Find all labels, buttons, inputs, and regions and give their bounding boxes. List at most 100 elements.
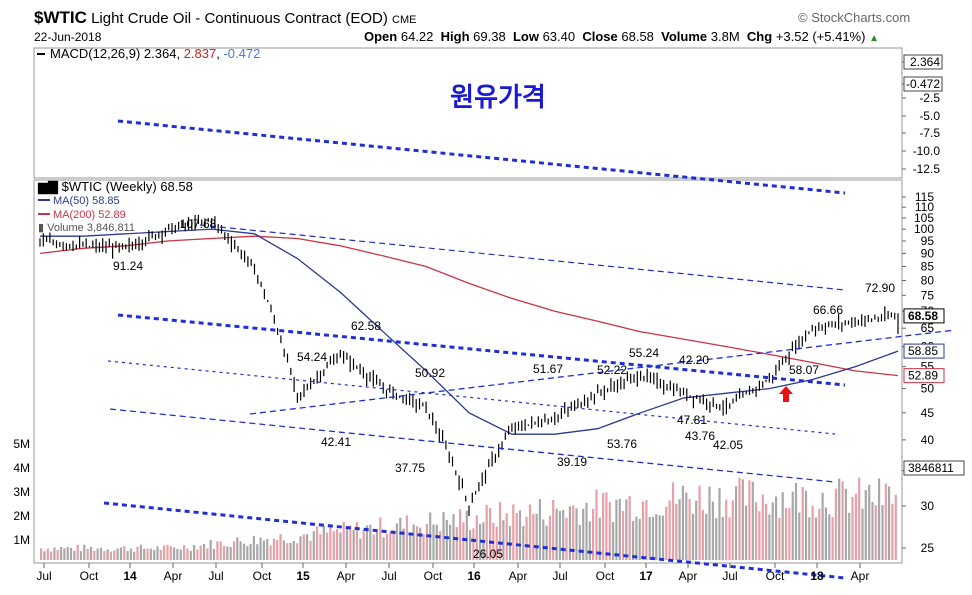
volume-bar (193, 545, 196, 560)
volume-bar (292, 541, 295, 560)
volume-bar (735, 486, 738, 560)
volume-bar (821, 492, 824, 560)
volume-bar (665, 506, 668, 560)
volume-bar (801, 487, 804, 560)
volume-bar (382, 537, 385, 560)
price-value-tag (903, 460, 965, 476)
volume-bar (53, 547, 56, 560)
price-annotation: 53.76 (607, 437, 637, 451)
volume-bar (69, 547, 73, 560)
volume-bar (758, 511, 761, 560)
volume-bar (266, 538, 269, 560)
volume-bar (701, 509, 704, 560)
volume-bar (532, 513, 535, 560)
volume-bar (156, 546, 159, 560)
trend-line (117, 313, 846, 387)
volume-bar (548, 515, 551, 560)
volume-bar (83, 544, 86, 560)
volume-bar (179, 549, 182, 560)
volume-bar (89, 546, 93, 560)
volume-bar (296, 543, 299, 560)
volume-bar (392, 530, 395, 560)
volume-bar (648, 517, 651, 560)
volume-bar (159, 550, 162, 560)
high-label: High (440, 29, 470, 44)
volume-bar (50, 551, 53, 560)
price-annotation: 66.66 (813, 303, 843, 317)
volume-bar (113, 550, 116, 560)
volume-bar (768, 514, 771, 560)
macd-value-tag (903, 76, 943, 92)
volume-bar (143, 548, 146, 560)
price-annotation: 55.24 (629, 346, 659, 360)
price-annotation: 42.05 (713, 438, 743, 452)
volume-bar (419, 527, 422, 560)
volume-bar (60, 547, 63, 560)
volume-bar (605, 492, 608, 560)
volume-bar (518, 510, 522, 560)
volume-bar (618, 498, 621, 560)
volume-bar (399, 517, 402, 560)
volume-bar (126, 551, 129, 560)
volume-bar (242, 543, 246, 560)
x-tick-label: Apr (851, 569, 870, 583)
volume-bar (771, 502, 774, 560)
price-annotation: 54.24 (297, 350, 327, 364)
volume-bar (282, 540, 285, 560)
volume-bar (705, 513, 708, 560)
volume-bar (608, 502, 611, 560)
price-y-tick-label: 95 (921, 234, 935, 248)
volume-bar (708, 486, 711, 560)
volume-bar (146, 548, 149, 560)
price-annotation: 42.41 (321, 435, 351, 449)
macd-value-tag (903, 54, 943, 70)
x-tick-label: 17 (639, 569, 653, 583)
volume-bar (229, 547, 232, 560)
volume-bar (362, 529, 365, 560)
price-y-tick-label: 65 (921, 321, 935, 335)
price-y-tick-label: 110 (915, 200, 934, 214)
macd-y-tick-label: -2.5 (919, 91, 940, 105)
volume-bar (299, 536, 302, 560)
volume-bar (375, 531, 379, 560)
macd-signal-value: 2.837 (184, 46, 217, 61)
macd-panel-frame (33, 47, 903, 179)
volume-bar (56, 549, 59, 560)
volume-bar (302, 534, 305, 560)
volume-bar (173, 547, 176, 560)
volume-bar (675, 504, 678, 560)
volume-bar (778, 518, 781, 560)
volume-bar (246, 546, 249, 560)
volume-bar (183, 545, 186, 560)
volume-bar (405, 515, 408, 560)
volume-bar (272, 538, 275, 560)
volume-bar (761, 494, 764, 560)
x-tick-label: Oct (424, 569, 443, 583)
volume-bar (851, 497, 854, 560)
volume-bar (834, 488, 837, 560)
volume-bar (226, 546, 229, 560)
price-annotation: 43.76 (685, 429, 715, 443)
macd-y-tick-label: -12.5 (913, 162, 941, 176)
volume-bar (435, 524, 438, 560)
volume-bar (595, 489, 598, 560)
volume-bar (688, 499, 691, 560)
high-value: 69.38 (473, 29, 506, 44)
volume-bar (322, 526, 325, 560)
volume-bar (256, 544, 259, 560)
volume-bar (262, 540, 265, 560)
volume-bar (199, 545, 202, 560)
volume-bar (63, 548, 66, 560)
volume-bar (515, 513, 518, 560)
volume-value: 3.8M (710, 29, 740, 44)
volume-bar (784, 508, 788, 560)
volume-bar (645, 500, 648, 560)
source-credit[interactable]: © StockCharts.com (798, 10, 911, 25)
volume-bar (485, 504, 488, 560)
x-tick-label: Apr (337, 569, 356, 583)
price-value-tag (903, 343, 945, 359)
price-annotation: 51.67 (533, 362, 563, 376)
volume-bar (585, 502, 588, 560)
macd-y-tick-label: -5.0 (919, 109, 940, 123)
